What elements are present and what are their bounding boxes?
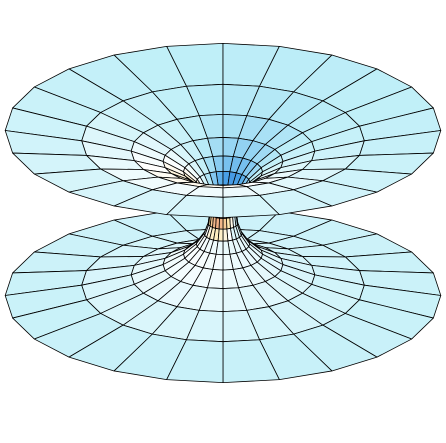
mesh-cell: [166, 195, 224, 219]
mesh-cell: [217, 228, 224, 242]
surface-mesh: [4, 42, 442, 384]
mesh-cell: [166, 339, 224, 384]
mesh-cell: [218, 217, 224, 230]
mesh-cell: [222, 228, 229, 242]
mesh-cell: [222, 217, 228, 230]
